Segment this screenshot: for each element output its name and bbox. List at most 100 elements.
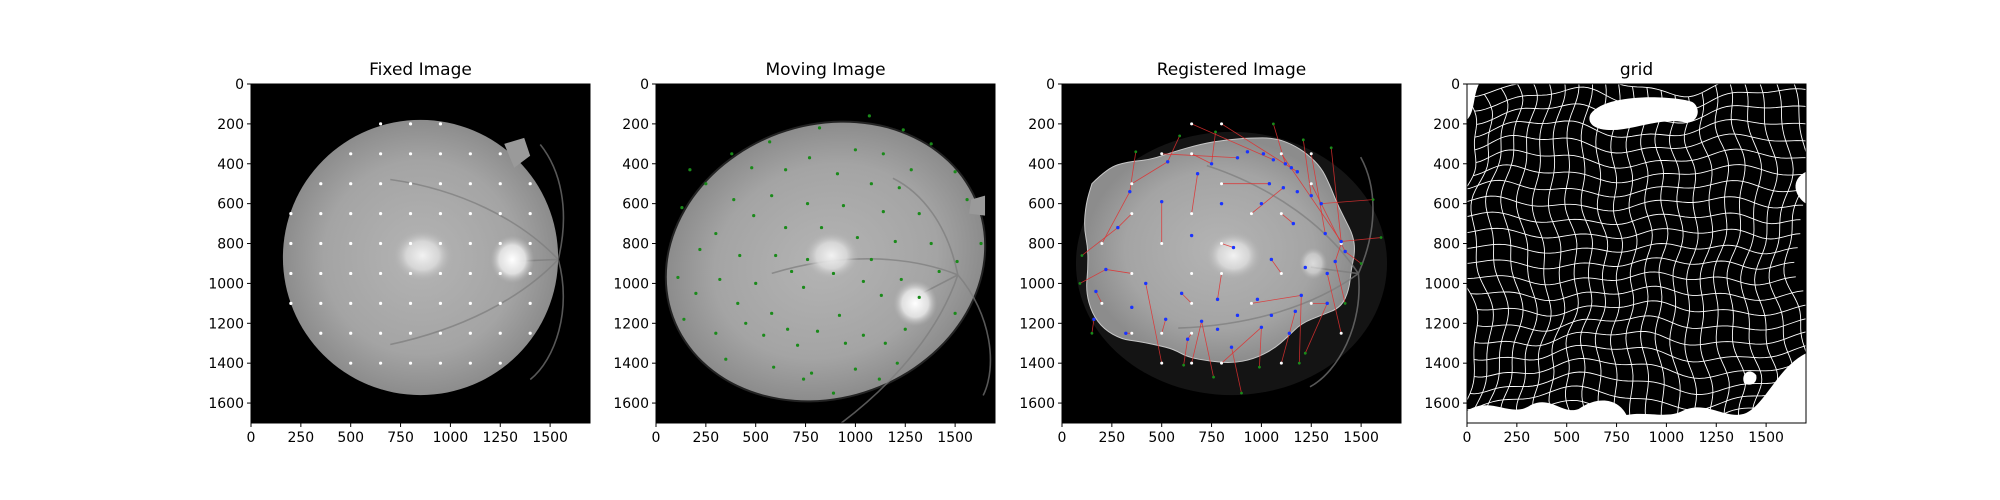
fixed-landmark-point — [1279, 152, 1283, 156]
x-tick-label: 500 — [1553, 430, 1580, 446]
landmark-point — [468, 361, 472, 365]
y-tick-label: 600 — [1433, 197, 1460, 213]
x-tick-label: 1000 — [1649, 430, 1685, 446]
x-tick-label: 0 — [1463, 430, 1472, 446]
image-content — [664, 114, 992, 423]
grid-line-vertical — [1531, 84, 1552, 419]
displacement-line — [1280, 311, 1296, 364]
grid-line-vertical — [1564, 84, 1580, 411]
landmark-point — [953, 170, 957, 174]
landmark-point — [955, 259, 959, 264]
warped-landmark-point — [1104, 267, 1108, 272]
displacement-line — [1095, 291, 1103, 304]
landmark-point — [349, 182, 353, 186]
landmark-point — [408, 241, 413, 246]
landmark-point — [379, 331, 383, 335]
grid-line-horizontal — [1474, 358, 1806, 379]
fixed-landmark-point — [1190, 212, 1194, 216]
grid-line-vertical — [1783, 84, 1806, 412]
y-tick-label: 1200 — [613, 316, 649, 332]
outlier-landmark-point — [1182, 363, 1186, 367]
fixed-landmark-point — [1100, 242, 1104, 246]
landmark-point — [801, 285, 806, 289]
landmark-point — [349, 301, 353, 305]
landmark-point — [319, 241, 323, 246]
landmark-point — [408, 271, 413, 276]
displacement-line — [1326, 273, 1342, 334]
y-tick-label: 1200 — [208, 316, 244, 332]
y-tick-label: 1400 — [208, 356, 244, 372]
outlier-landmark-point — [1090, 331, 1094, 335]
warped-landmark-point — [1229, 345, 1234, 349]
x-tick-label: 1250 — [887, 430, 923, 446]
landmark-point — [837, 313, 842, 317]
landmark-point — [379, 301, 383, 305]
landmark-point — [817, 126, 822, 130]
landmark-point — [855, 235, 860, 240]
image-content — [1467, 84, 1806, 423]
landmark-point — [498, 241, 502, 246]
landmark-point — [319, 301, 323, 305]
landmark-point — [349, 152, 353, 156]
landmark-point — [843, 341, 848, 345]
landmark-point — [408, 152, 413, 156]
warped-landmark-point — [1323, 231, 1327, 236]
landmark-point — [895, 361, 899, 365]
landmark-point — [841, 204, 846, 208]
landmark-point — [468, 152, 472, 156]
displacement-line — [1302, 139, 1312, 196]
displacement-line — [1221, 326, 1262, 364]
grid-line-vertical — [1754, 84, 1779, 417]
y-tick-label: 200 — [1028, 117, 1055, 133]
optic-disc — [893, 280, 938, 327]
landmark-point — [881, 152, 885, 156]
x-tick-label: 1500 — [937, 430, 973, 446]
x-tick-label: 1500 — [1343, 430, 1379, 446]
warped-landmark-point — [1259, 325, 1264, 329]
landmark-point — [861, 279, 865, 284]
y-tick-label: 0 — [235, 77, 244, 93]
grid-line-horizontal — [1467, 211, 1801, 226]
displacement-line — [1211, 131, 1216, 164]
grid-line-horizontal — [1476, 300, 1806, 317]
vessel — [1357, 156, 1374, 274]
displacement-line — [1181, 293, 1192, 304]
warped-landmark-point — [1333, 259, 1337, 264]
displacement-line — [1167, 135, 1181, 162]
landmark-point — [528, 241, 532, 246]
x-tick-label: 250 — [1098, 430, 1125, 446]
grid-line-vertical — [1668, 94, 1684, 423]
white-region-right — [1795, 171, 1806, 204]
vessel — [529, 259, 565, 381]
outlier-landmark-point — [1371, 198, 1375, 202]
landmark-point — [289, 212, 293, 216]
warped-landmark-point — [1259, 201, 1264, 206]
outlier-landmark-point — [1080, 254, 1084, 257]
displacement-line — [1079, 269, 1107, 284]
warped-landmark-point — [1092, 317, 1096, 322]
displacement-line — [1272, 123, 1286, 164]
landmark-point — [408, 331, 413, 335]
fixed-landmark-point — [1220, 271, 1224, 275]
y-tick-label: 1400 — [1424, 356, 1460, 372]
landmark-point — [718, 277, 722, 282]
warped-landmark-point — [1179, 291, 1184, 296]
landmark-point — [744, 321, 748, 325]
fixed-landmark-point — [1190, 301, 1194, 305]
y-tick-label: 1400 — [613, 356, 649, 372]
y-tick-label: 1600 — [1019, 396, 1055, 412]
landmark-point — [784, 168, 788, 172]
vessel — [390, 258, 559, 346]
landmark-point — [893, 239, 897, 244]
fixed-landmark-point — [1130, 331, 1134, 335]
fundus-notch — [504, 137, 531, 168]
warped-landmark-point — [1195, 172, 1200, 176]
landmark-point — [736, 301, 740, 305]
landmark-point — [762, 333, 766, 337]
displacement-line — [1191, 321, 1202, 364]
displacement-line — [1251, 294, 1302, 304]
displacement-line — [1145, 283, 1163, 364]
grid-line-horizontal — [1474, 330, 1806, 347]
panel-grid: 0 250 500 750 1000 1250 1500 0 200 400 600 800 1000 1… — [1424, 60, 1807, 446]
panel-title: Registered Image — [1157, 60, 1307, 80]
